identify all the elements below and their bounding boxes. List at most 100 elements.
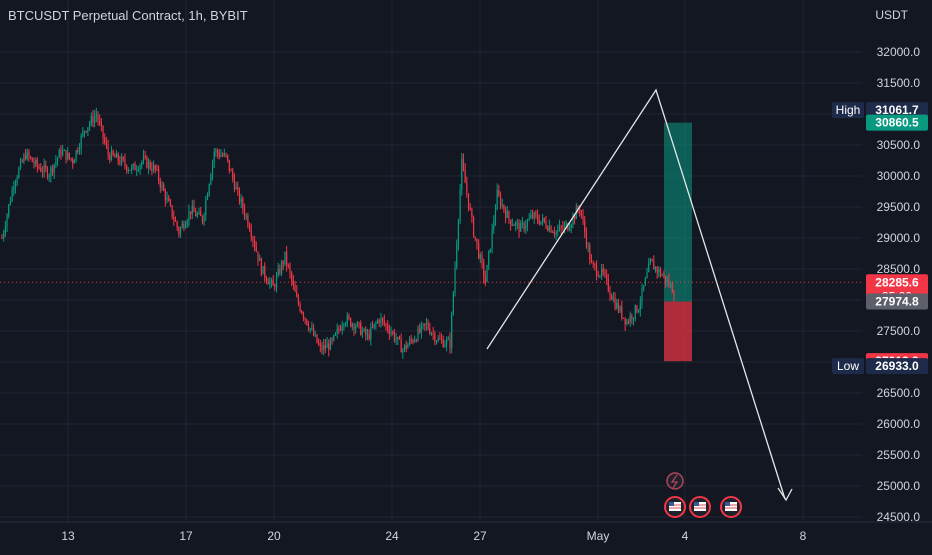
candle-body (255, 247, 257, 252)
candle-body (141, 161, 143, 165)
candle-body (257, 251, 259, 261)
candle-body (600, 268, 603, 276)
candle-body (38, 166, 40, 169)
candle-body (220, 155, 222, 157)
candle-body (595, 265, 598, 276)
candle-body (459, 189, 461, 221)
y-tick-label: 24500.0 (877, 510, 921, 524)
price-label-box (866, 358, 928, 375)
candle-body (670, 284, 672, 286)
candle-body (94, 116, 96, 123)
candle-body (169, 201, 172, 206)
x-tick-label: 24 (385, 529, 399, 543)
candle-body (634, 305, 636, 318)
candle-body (62, 150, 64, 156)
candle-body (366, 334, 369, 336)
candle-body (629, 315, 631, 323)
candle-body (560, 226, 562, 228)
trend-drawing[interactable] (486, 88, 786, 500)
candle-body (129, 169, 131, 171)
candle-body (31, 157, 33, 162)
x-tick-label: 13 (61, 529, 75, 543)
candle-body (328, 343, 330, 350)
candle-body (161, 184, 163, 188)
candle-body (663, 275, 665, 277)
candle-body (472, 216, 475, 237)
candle-body (297, 296, 300, 304)
candle-body (644, 277, 646, 286)
candle-body (478, 243, 480, 259)
candle-body (429, 328, 431, 334)
candle-body (63, 150, 65, 152)
candle-body (67, 152, 69, 160)
candle-body (274, 285, 276, 288)
candle-body (516, 222, 518, 224)
candle-body (461, 158, 463, 190)
loss-zone[interactable] (664, 301, 692, 362)
candle-body (152, 165, 155, 171)
candle-body (420, 324, 422, 333)
candle-body (198, 211, 200, 214)
candle-body (299, 303, 301, 312)
candle-body (100, 122, 102, 126)
candle-body (265, 277, 268, 282)
candle-body (439, 338, 441, 340)
candle-body (405, 344, 407, 349)
flag-field (725, 502, 737, 511)
candle-body (602, 268, 604, 273)
candle-body (412, 340, 414, 342)
candle-body (216, 150, 219, 154)
candle-body (4, 226, 6, 233)
candle-body (272, 279, 274, 286)
candle-body (193, 205, 195, 212)
candle-body (387, 324, 389, 330)
candle-body (151, 168, 153, 171)
candle-body (200, 211, 202, 217)
candle-body (50, 167, 52, 177)
candle-body (550, 226, 552, 233)
candle-body (314, 334, 316, 336)
candle-body (388, 329, 390, 334)
candle-body (612, 297, 614, 300)
candle-body (78, 148, 81, 152)
candle-body (269, 281, 271, 285)
candle-body (638, 310, 640, 312)
candle-body (158, 169, 160, 181)
profit-zone[interactable] (664, 122, 692, 302)
candle-body (201, 216, 204, 223)
candle-body (659, 269, 662, 276)
candle-body (339, 329, 342, 331)
candle-body (627, 321, 630, 323)
candle-body (259, 258, 261, 261)
candle-body (597, 275, 599, 277)
candle-body (1, 238, 3, 239)
candle-body (383, 320, 385, 324)
candle-body (159, 180, 161, 188)
candle-body (540, 220, 542, 224)
candle-body (425, 322, 428, 325)
candle-body (80, 135, 82, 149)
candle-body (280, 262, 283, 274)
candle-body (235, 187, 237, 190)
candle-body (331, 338, 333, 341)
candle-body (238, 189, 241, 203)
candle-body (33, 161, 35, 165)
candle-body (609, 290, 611, 296)
candle-body (186, 220, 188, 225)
chart-title: BTCUSDT Perpetual Contract, 1h, BYBIT (8, 8, 248, 23)
candle-body (275, 275, 278, 288)
lightning-icon[interactable] (666, 472, 684, 490)
candle-body (346, 315, 348, 324)
candle-body (149, 161, 151, 169)
candle-body (370, 327, 372, 340)
candle-body (427, 322, 429, 329)
candle-body (264, 266, 266, 278)
candle-body (483, 262, 485, 278)
candle-body (311, 328, 313, 330)
candle-body (533, 212, 535, 218)
candle-body (356, 322, 358, 327)
candle-body (651, 259, 653, 262)
candle-body (476, 238, 478, 244)
candle-body (499, 195, 502, 206)
